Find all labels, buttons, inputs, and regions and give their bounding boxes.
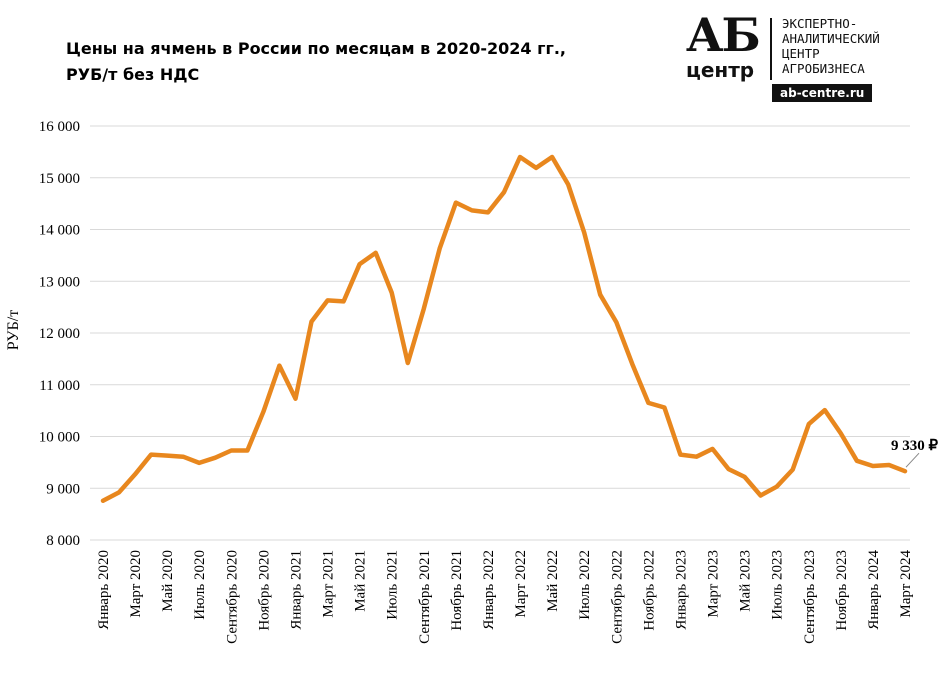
x-tick-label: Сентябрь 2023	[802, 550, 818, 644]
logo-divider	[770, 18, 772, 80]
x-tick-label: Май 2021	[353, 550, 369, 612]
x-tick-label: Март 2023	[706, 550, 722, 618]
y-tick-label: 11 000	[39, 378, 80, 394]
x-axis-ticks: Январь 2020 Март 2020 Май 2020 Июль 2020 Сен…	[96, 550, 914, 644]
x-tick-label: Сентябрь 2022	[609, 550, 625, 644]
x-tick-label: Ноябрь 2023	[834, 550, 850, 631]
series-line	[100, 154, 908, 503]
x-tick-label: Март 2021	[321, 550, 337, 618]
logo-mark-centr: центр	[686, 58, 755, 82]
y-tick-label: 14 000	[39, 223, 80, 239]
y-tick-label: 8 000	[46, 533, 80, 549]
x-tick-label: Январь 2021	[288, 550, 304, 630]
x-tick-label: Май 2022	[545, 550, 561, 612]
ab-centre-logo: АБ центр ЭКСПЕРТНО- АНАЛИТИЧЕСКИЙ ЦЕНТР …	[682, 8, 926, 104]
y-tick-label: 9 000	[46, 481, 80, 497]
y-tick-label: 16 000	[39, 119, 80, 135]
x-tick-label: Июль 2021	[385, 550, 401, 620]
x-tick-label: Ноябрь 2022	[641, 550, 657, 631]
x-tick-label: Июль 2022	[577, 550, 593, 620]
y-tick-label: 12 000	[39, 326, 80, 342]
x-tick-label: Март 2022	[513, 550, 529, 618]
logo-text: ЭКСПЕРТНО- АНАЛИТИЧЕСКИЙ ЦЕНТР АГРОБИЗНЕ…	[782, 16, 880, 76]
chart-title-line-2: РУБ/т без НДС	[66, 65, 200, 84]
chart-title: Цены на ячмень в России по месяцам в 202…	[66, 36, 566, 88]
annotations: 9 330 ₽	[891, 438, 939, 468]
x-tick-label: Январь 2024	[866, 550, 882, 630]
x-tick-label: Январь 2020	[96, 550, 112, 630]
series-group	[100, 154, 908, 503]
logo-site-link[interactable]: ab-centre.ru	[772, 84, 873, 102]
x-tick-label: Сентябрь 2020	[224, 550, 240, 644]
y-tick-label: 13 000	[39, 274, 80, 290]
y-axis-label: РУБ/т	[5, 310, 22, 350]
logo-mark-ab: АБ	[686, 8, 761, 62]
x-tick-label: Январь 2023	[673, 550, 689, 630]
y-tick-label: 10 000	[39, 430, 80, 446]
x-tick-label: Июль 2020	[192, 550, 208, 620]
x-tick-label: Ноябрь 2020	[256, 550, 272, 631]
x-tick-label: Март 2024	[898, 550, 914, 618]
x-tick-label: Сентябрь 2021	[417, 550, 433, 644]
chart-title-line-1: Цены на ячмень в России по месяцам в 202…	[66, 39, 566, 58]
y-tick-label: 15 000	[39, 171, 80, 187]
x-tick-label: Март 2020	[128, 550, 144, 618]
x-tick-label: Май 2020	[160, 550, 176, 612]
x-tick-label: Июль 2023	[770, 550, 786, 620]
x-tick-label: Ноябрь 2021	[449, 550, 465, 631]
x-tick-label: Май 2023	[738, 550, 754, 612]
x-tick-label: Январь 2022	[481, 550, 497, 630]
y-axis-ticks: 8 000 9 000 10 000 11 000 12 000 13 000 14 000…	[39, 119, 80, 549]
last-value-leader	[905, 452, 920, 468]
last-value-label: 9 330 ₽	[891, 438, 939, 454]
